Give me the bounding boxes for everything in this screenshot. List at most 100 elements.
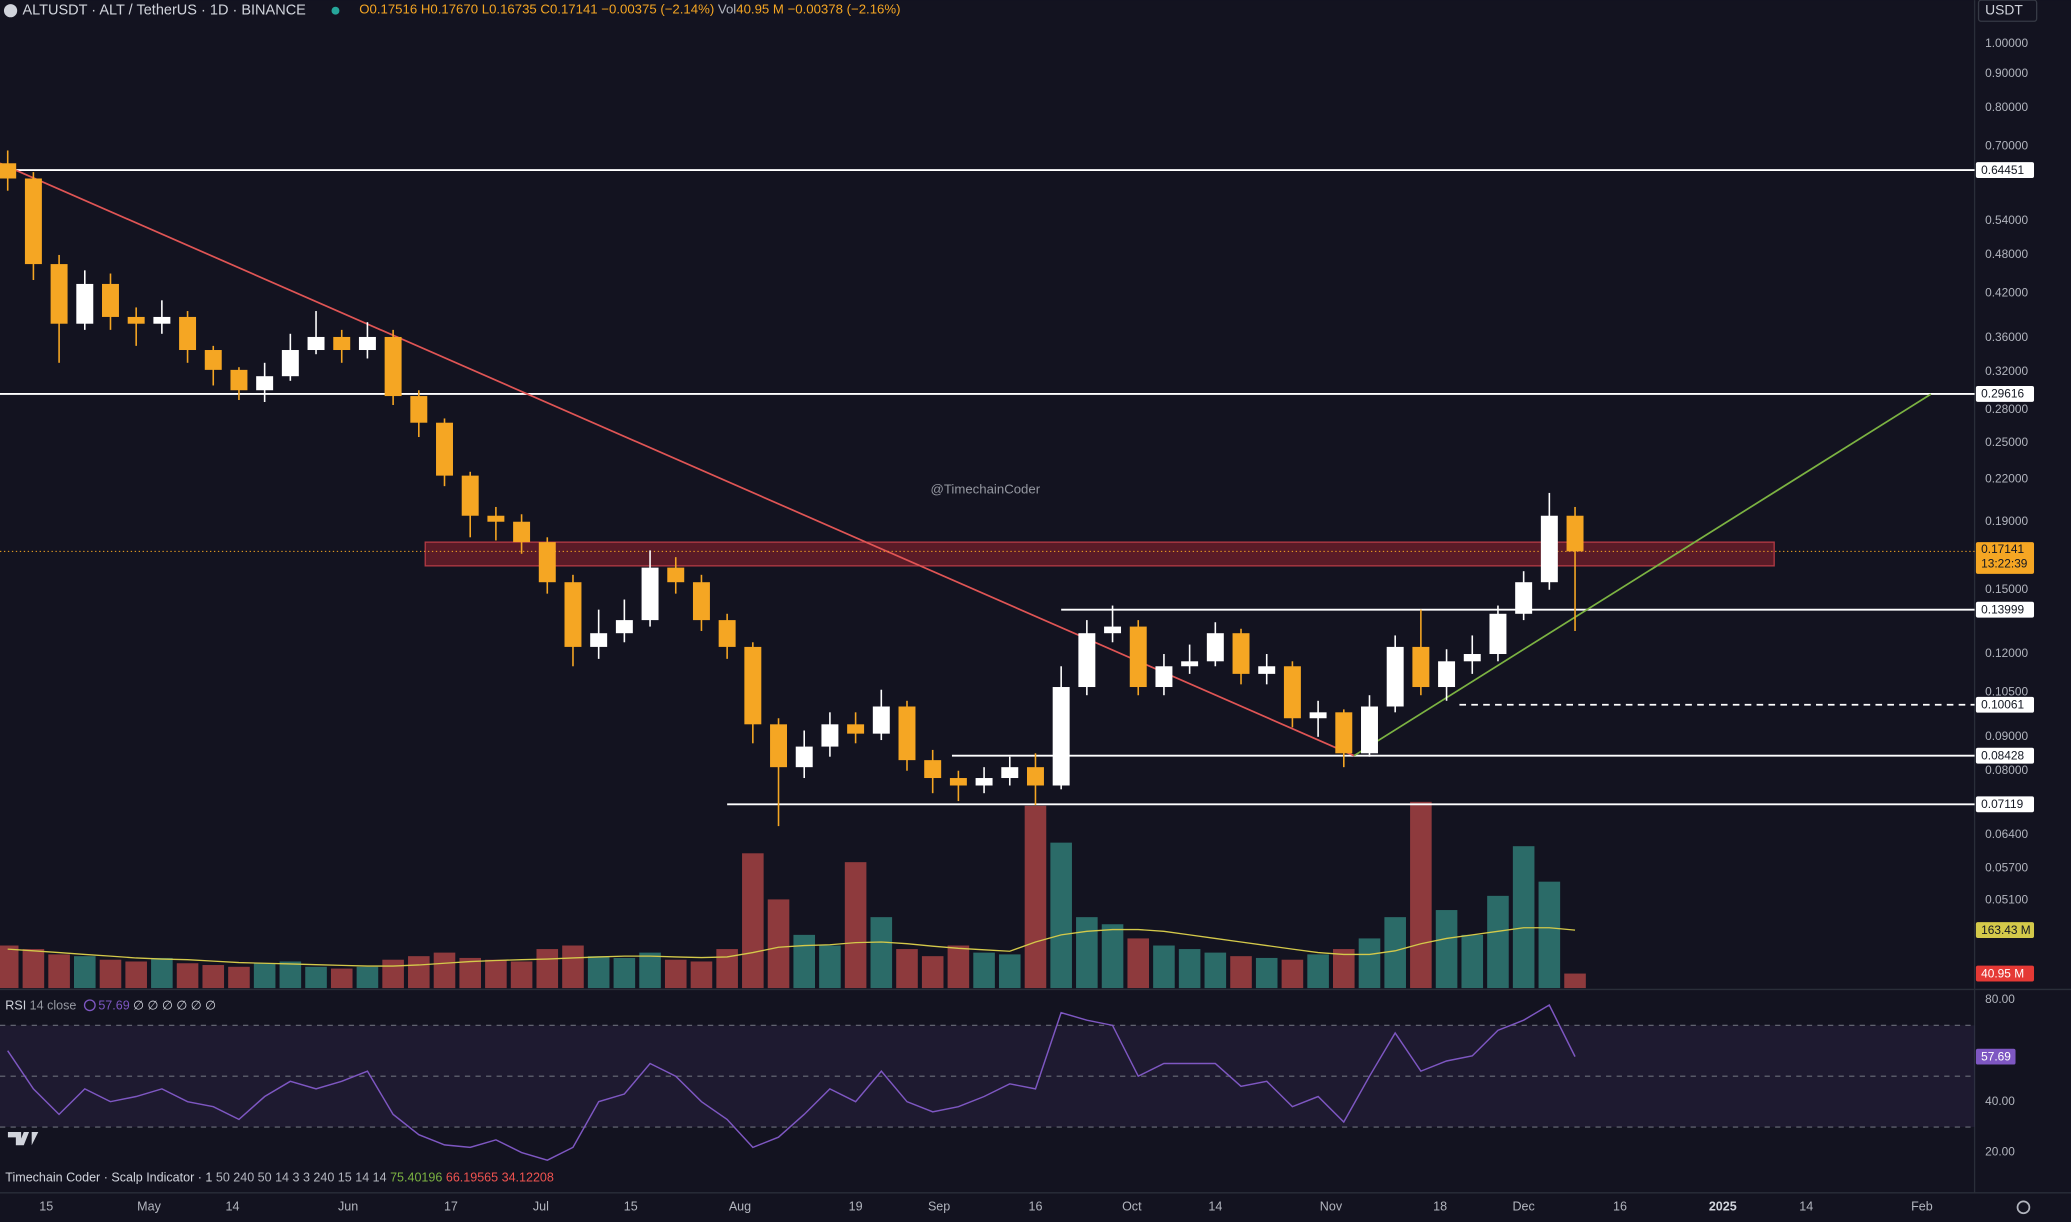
x-tick-label: 2025 — [1709, 1200, 1737, 1214]
y-tick-label: 0.19000 — [1985, 514, 2028, 528]
legend-item: Vol — [718, 2, 736, 17]
legend-item: 57.69 — [98, 999, 129, 1013]
y-tick-label: 0.10500 — [1985, 685, 2028, 699]
x-tick-label: Dec — [1513, 1200, 1535, 1214]
legend-item: 34.12208 — [502, 1171, 554, 1185]
volume-bar — [1410, 801, 1432, 989]
volume-bar — [613, 957, 636, 989]
candle-body — [564, 582, 582, 647]
volume-bar — [1024, 805, 1047, 989]
x-tick-label: 16 — [1028, 1200, 1042, 1214]
x-tick-label: 15 — [624, 1200, 638, 1214]
candle-body — [1335, 712, 1353, 754]
x-tick-label: Jun — [338, 1200, 358, 1214]
legend-item: RSI — [5, 999, 26, 1013]
candle-body — [795, 746, 813, 768]
volume-bar — [536, 949, 559, 989]
candle-body — [1515, 582, 1533, 614]
indicator-legend: Timechain Coder · Scalp Indicator · 1 50… — [5, 1171, 554, 1185]
x-tick-label: Sep — [928, 1200, 950, 1214]
volume-bar — [1487, 895, 1509, 989]
volume-bar — [1255, 957, 1278, 989]
volume-bar — [1127, 938, 1150, 989]
candle-body — [230, 369, 248, 391]
volume-bar — [742, 853, 764, 989]
candle-body — [1463, 654, 1481, 662]
candle-body — [744, 646, 762, 725]
level-tag — [1975, 162, 2035, 179]
price-tag-label: 0.17141 — [1981, 542, 2024, 556]
candle-body — [872, 706, 890, 734]
currency[interactable]: USDT — [1985, 1, 2023, 17]
volume-tag-label: 40.95 M — [1981, 966, 2024, 980]
volume-bar — [921, 956, 944, 989]
rsi-tick-label: 20.00 — [1985, 1145, 2015, 1159]
candle-body — [0, 163, 17, 179]
candle-body — [949, 778, 967, 786]
legend-item: ∅ ∅ ∅ ∅ ∅ ∅ — [133, 999, 216, 1013]
volume-tag — [1975, 922, 2035, 939]
candle-body — [102, 283, 119, 317]
y-tick-label: 0.54000 — [1985, 213, 2028, 227]
volume-bar — [716, 949, 738, 989]
volume-bar — [1512, 846, 1535, 989]
x-tick-label: 19 — [849, 1200, 863, 1214]
candle-body — [924, 760, 942, 779]
x-tick-label: 14 — [226, 1200, 240, 1214]
y-tick-label: 0.90000 — [1985, 66, 2028, 80]
volume-bar — [1333, 949, 1355, 989]
candle-body — [821, 724, 839, 747]
supply-zone — [424, 541, 1775, 567]
settings-icon[interactable] — [2016, 1200, 2031, 1215]
x-tick-label: 14 — [1208, 1200, 1222, 1214]
legend-item: −0.00375 (−2.14%) — [601, 2, 714, 17]
y-tick-label: 0.15000 — [1985, 582, 2028, 596]
candle-body — [1206, 633, 1224, 662]
y-tick-label: 0.05100 — [1985, 892, 2028, 906]
volume-bar — [793, 934, 816, 989]
candle-body — [1489, 613, 1507, 655]
legend-item: L0.16735 — [482, 2, 537, 17]
candle-body — [641, 567, 659, 621]
y-tick-label: 0.70000 — [1985, 138, 2028, 152]
trendline — [0, 162, 1355, 757]
volume-bar — [639, 952, 661, 989]
volume-bar — [176, 963, 199, 989]
y-tick-label: 0.05700 — [1985, 860, 2028, 874]
volume-bar — [510, 961, 533, 989]
volume-bar — [844, 862, 867, 989]
countdown: 13:22:39 — [1981, 557, 2028, 571]
candle-body — [1566, 515, 1584, 552]
candle-body — [461, 475, 479, 516]
currency-button[interactable] — [1977, 0, 2038, 22]
rsi-tick-label: 40.00 — [1985, 1094, 2015, 1108]
candle-body — [50, 264, 68, 324]
volume-bar — [0, 945, 19, 989]
candle-body — [256, 376, 274, 391]
legend-item: 50 240 50 14 3 3 240 15 14 14 — [216, 1171, 387, 1185]
volume-ma-line — [7, 927, 1576, 967]
candle-body — [1283, 666, 1301, 719]
volume-bar — [382, 959, 404, 989]
rsi-line — [7, 1003, 1576, 1161]
volume-bar — [562, 945, 584, 989]
candle-body — [718, 620, 736, 647]
x-tick-label: Aug — [729, 1200, 751, 1214]
volume-bar — [1564, 973, 1586, 989]
volume-bar — [819, 945, 841, 989]
volume-tag — [1975, 965, 2035, 982]
legend-item: H0.17670 — [421, 2, 478, 17]
legend-item: 40.95 M — [736, 2, 784, 17]
candle-body — [1438, 661, 1456, 688]
volume-bar — [202, 965, 225, 989]
volume-bar — [1178, 949, 1201, 989]
x-tick-label: 16 — [1613, 1200, 1627, 1214]
x-tick-label: Oct — [1122, 1200, 1142, 1214]
y-tick-label: 0.36000 — [1985, 330, 2028, 344]
candle-body — [307, 336, 325, 351]
legend-item: O0.17516 — [359, 2, 417, 17]
volume-bar — [125, 961, 147, 989]
symbol: ALTUSDT · ALT / TetherUS · 1D · BINANCE — [22, 3, 306, 19]
volume-bar — [947, 945, 970, 989]
